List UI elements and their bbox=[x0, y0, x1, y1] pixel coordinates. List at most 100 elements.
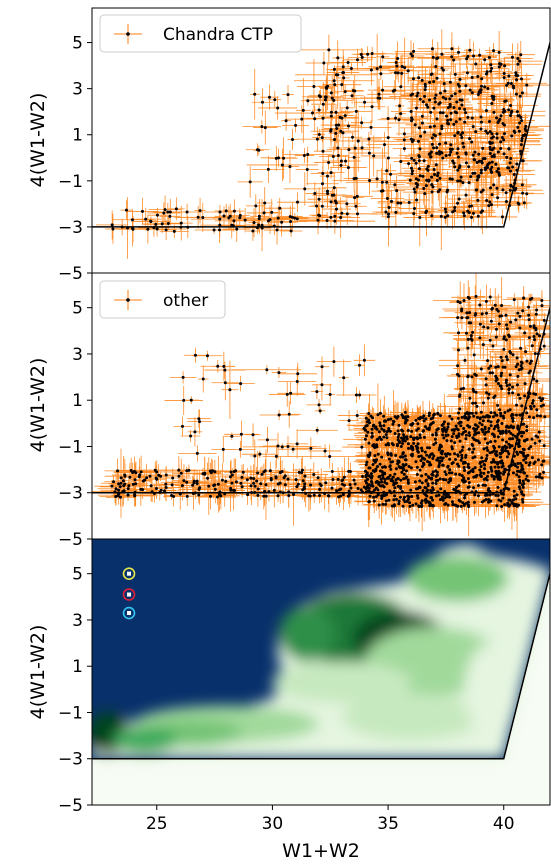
data-point bbox=[332, 79, 336, 83]
data-point bbox=[453, 92, 457, 96]
data-point bbox=[355, 194, 359, 198]
data-point bbox=[458, 179, 462, 183]
data-point bbox=[345, 106, 349, 110]
data-point bbox=[512, 172, 516, 176]
data-point bbox=[375, 67, 379, 71]
data-point bbox=[450, 94, 454, 98]
data-point bbox=[447, 122, 451, 126]
data-point bbox=[477, 159, 481, 163]
data-point bbox=[334, 110, 338, 114]
data-point bbox=[473, 171, 477, 175]
data-point bbox=[490, 132, 494, 136]
data-point bbox=[394, 71, 398, 75]
scatter-series-other bbox=[92, 273, 550, 539]
data-point bbox=[510, 55, 514, 59]
data-point bbox=[273, 98, 277, 102]
data-point bbox=[462, 145, 466, 149]
data-point bbox=[390, 199, 394, 203]
data-point bbox=[458, 107, 462, 111]
data-point bbox=[487, 119, 491, 123]
data-point bbox=[520, 139, 524, 143]
data-point bbox=[342, 76, 346, 80]
data-point bbox=[479, 120, 483, 124]
data-point bbox=[367, 137, 371, 141]
data-point bbox=[384, 210, 388, 214]
data-point bbox=[465, 57, 469, 61]
data-point bbox=[490, 160, 494, 164]
data-point bbox=[435, 117, 439, 121]
data-point bbox=[458, 77, 462, 81]
data-point bbox=[168, 214, 172, 218]
data-point bbox=[455, 151, 459, 155]
data-point bbox=[458, 164, 462, 168]
data-point bbox=[483, 85, 487, 89]
data-point bbox=[509, 184, 513, 188]
data-point bbox=[291, 137, 295, 141]
data-point bbox=[312, 85, 316, 89]
data-point bbox=[321, 172, 325, 176]
data-point bbox=[470, 75, 474, 79]
data-point bbox=[487, 204, 491, 208]
data-point bbox=[443, 89, 447, 93]
data-point bbox=[450, 177, 454, 181]
data-point bbox=[488, 151, 492, 155]
data-point bbox=[430, 47, 434, 51]
data-point bbox=[355, 212, 359, 216]
data-point bbox=[333, 138, 337, 142]
data-point bbox=[436, 171, 440, 175]
data-point bbox=[417, 76, 421, 80]
data-point bbox=[450, 147, 454, 151]
data-point bbox=[460, 98, 464, 102]
data-point bbox=[519, 77, 523, 81]
data-point bbox=[452, 161, 456, 165]
data-point bbox=[497, 119, 501, 123]
data-point bbox=[218, 217, 222, 221]
data-point bbox=[329, 110, 333, 114]
data-point bbox=[430, 183, 434, 187]
data-point bbox=[438, 188, 442, 192]
data-point bbox=[293, 216, 297, 220]
data-point bbox=[478, 53, 482, 57]
data-point bbox=[339, 216, 343, 220]
data-point bbox=[525, 192, 529, 196]
data-point bbox=[369, 125, 373, 129]
data-point bbox=[509, 156, 513, 160]
data-point bbox=[111, 227, 115, 231]
data-point bbox=[380, 180, 384, 184]
data-point bbox=[263, 126, 267, 130]
data-point bbox=[516, 56, 520, 60]
data-point bbox=[461, 141, 465, 145]
data-point bbox=[360, 55, 364, 59]
data-point bbox=[456, 179, 460, 183]
data-point bbox=[254, 204, 258, 208]
data-point bbox=[495, 136, 499, 140]
data-point bbox=[441, 95, 445, 99]
data-point bbox=[477, 152, 481, 156]
data-point bbox=[430, 214, 434, 218]
data-point bbox=[444, 154, 448, 158]
data-point bbox=[519, 149, 523, 153]
data-point bbox=[341, 65, 345, 69]
data-point bbox=[466, 115, 470, 119]
data-point bbox=[479, 190, 483, 194]
data-point bbox=[466, 55, 470, 59]
data-point bbox=[432, 80, 436, 84]
data-point bbox=[411, 77, 415, 81]
data-point bbox=[465, 71, 469, 75]
data-point bbox=[497, 65, 501, 69]
data-point bbox=[481, 146, 485, 150]
data-point bbox=[495, 186, 499, 190]
data-point bbox=[409, 93, 413, 97]
data-point bbox=[282, 156, 286, 160]
data-point bbox=[235, 227, 239, 231]
data-points bbox=[110, 47, 529, 233]
data-point bbox=[315, 137, 319, 141]
data-point bbox=[479, 210, 483, 214]
data-point bbox=[260, 125, 264, 129]
data-point bbox=[467, 165, 471, 169]
data-point bbox=[446, 188, 450, 192]
data-point bbox=[266, 167, 270, 171]
data-point bbox=[435, 178, 439, 182]
data-point bbox=[356, 58, 360, 62]
y-tick-label: −3 bbox=[58, 218, 83, 238]
